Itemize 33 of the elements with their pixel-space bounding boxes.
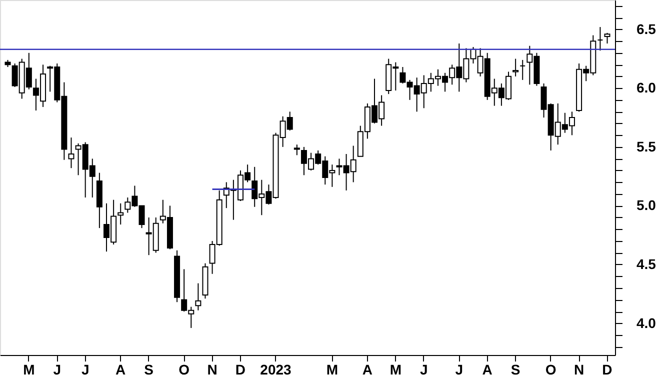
candlestick — [68, 137, 74, 169]
x-tick-label: O — [545, 362, 556, 378]
x-tick-label: J — [53, 362, 62, 378]
x-tick-label: A — [116, 362, 126, 378]
y-tick-label: 6.0 — [636, 80, 656, 96]
x-tick-label: J — [81, 362, 90, 378]
x-tick-label: D — [602, 362, 612, 378]
x-tick-label: M — [390, 362, 402, 378]
y-tick-label: 6.5 — [636, 20, 656, 37]
x-tick-label: O — [178, 362, 190, 378]
candlestick — [195, 282, 202, 311]
x-tick-label: D — [235, 362, 246, 378]
candlestick — [512, 58, 519, 77]
candlestick — [604, 32, 610, 44]
x-tick-label: M — [23, 362, 35, 378]
y-tick-label: 5.0 — [636, 197, 656, 214]
y-tick-label: 4.0 — [636, 314, 656, 331]
y-tick-label: 5.5 — [636, 138, 656, 154]
x-tick-label: M — [326, 362, 338, 378]
candlestick — [118, 202, 124, 226]
candlestick — [520, 59, 526, 80]
x-tick-label: S — [144, 362, 154, 378]
candlestick — [294, 144, 300, 156]
x-tick-label: J — [455, 362, 464, 378]
x-tick-label: A — [362, 362, 373, 378]
y-tick-label: 4.5 — [636, 256, 656, 272]
x-tick-label: N — [207, 362, 218, 378]
x-tick-label: S — [510, 362, 520, 378]
x-tick-label: A — [482, 362, 492, 378]
candlestick — [597, 26, 604, 52]
x-tick-label: N — [574, 362, 584, 378]
x-tick-label: 2023 — [260, 362, 292, 378]
x-tick-label: J — [420, 362, 428, 378]
